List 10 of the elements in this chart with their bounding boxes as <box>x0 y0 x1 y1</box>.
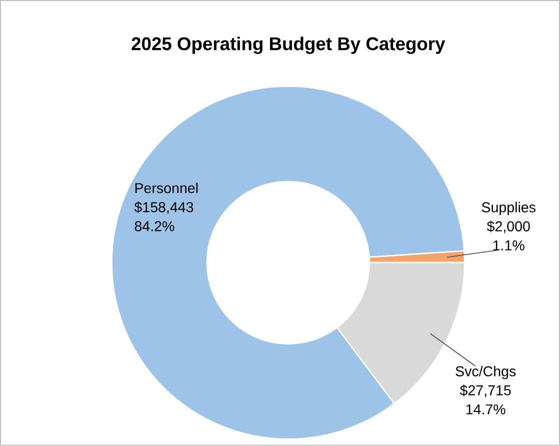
chart-title: 2025 Operating Budget By Category <box>132 36 446 54</box>
text: 84.2% <box>134 221 174 232</box>
slice-label: Svc/Chgs <box>456 366 516 380</box>
data-label: $27,715 <box>460 384 511 398</box>
slice-label: Personnel <box>135 182 198 194</box>
data-label: $158,443 <box>134 202 194 214</box>
data-label: $2,000 <box>486 220 530 234</box>
text: 14.7% <box>466 404 506 414</box>
slice-label: Supplies <box>482 202 536 216</box>
text: 1.1% <box>493 240 524 251</box>
